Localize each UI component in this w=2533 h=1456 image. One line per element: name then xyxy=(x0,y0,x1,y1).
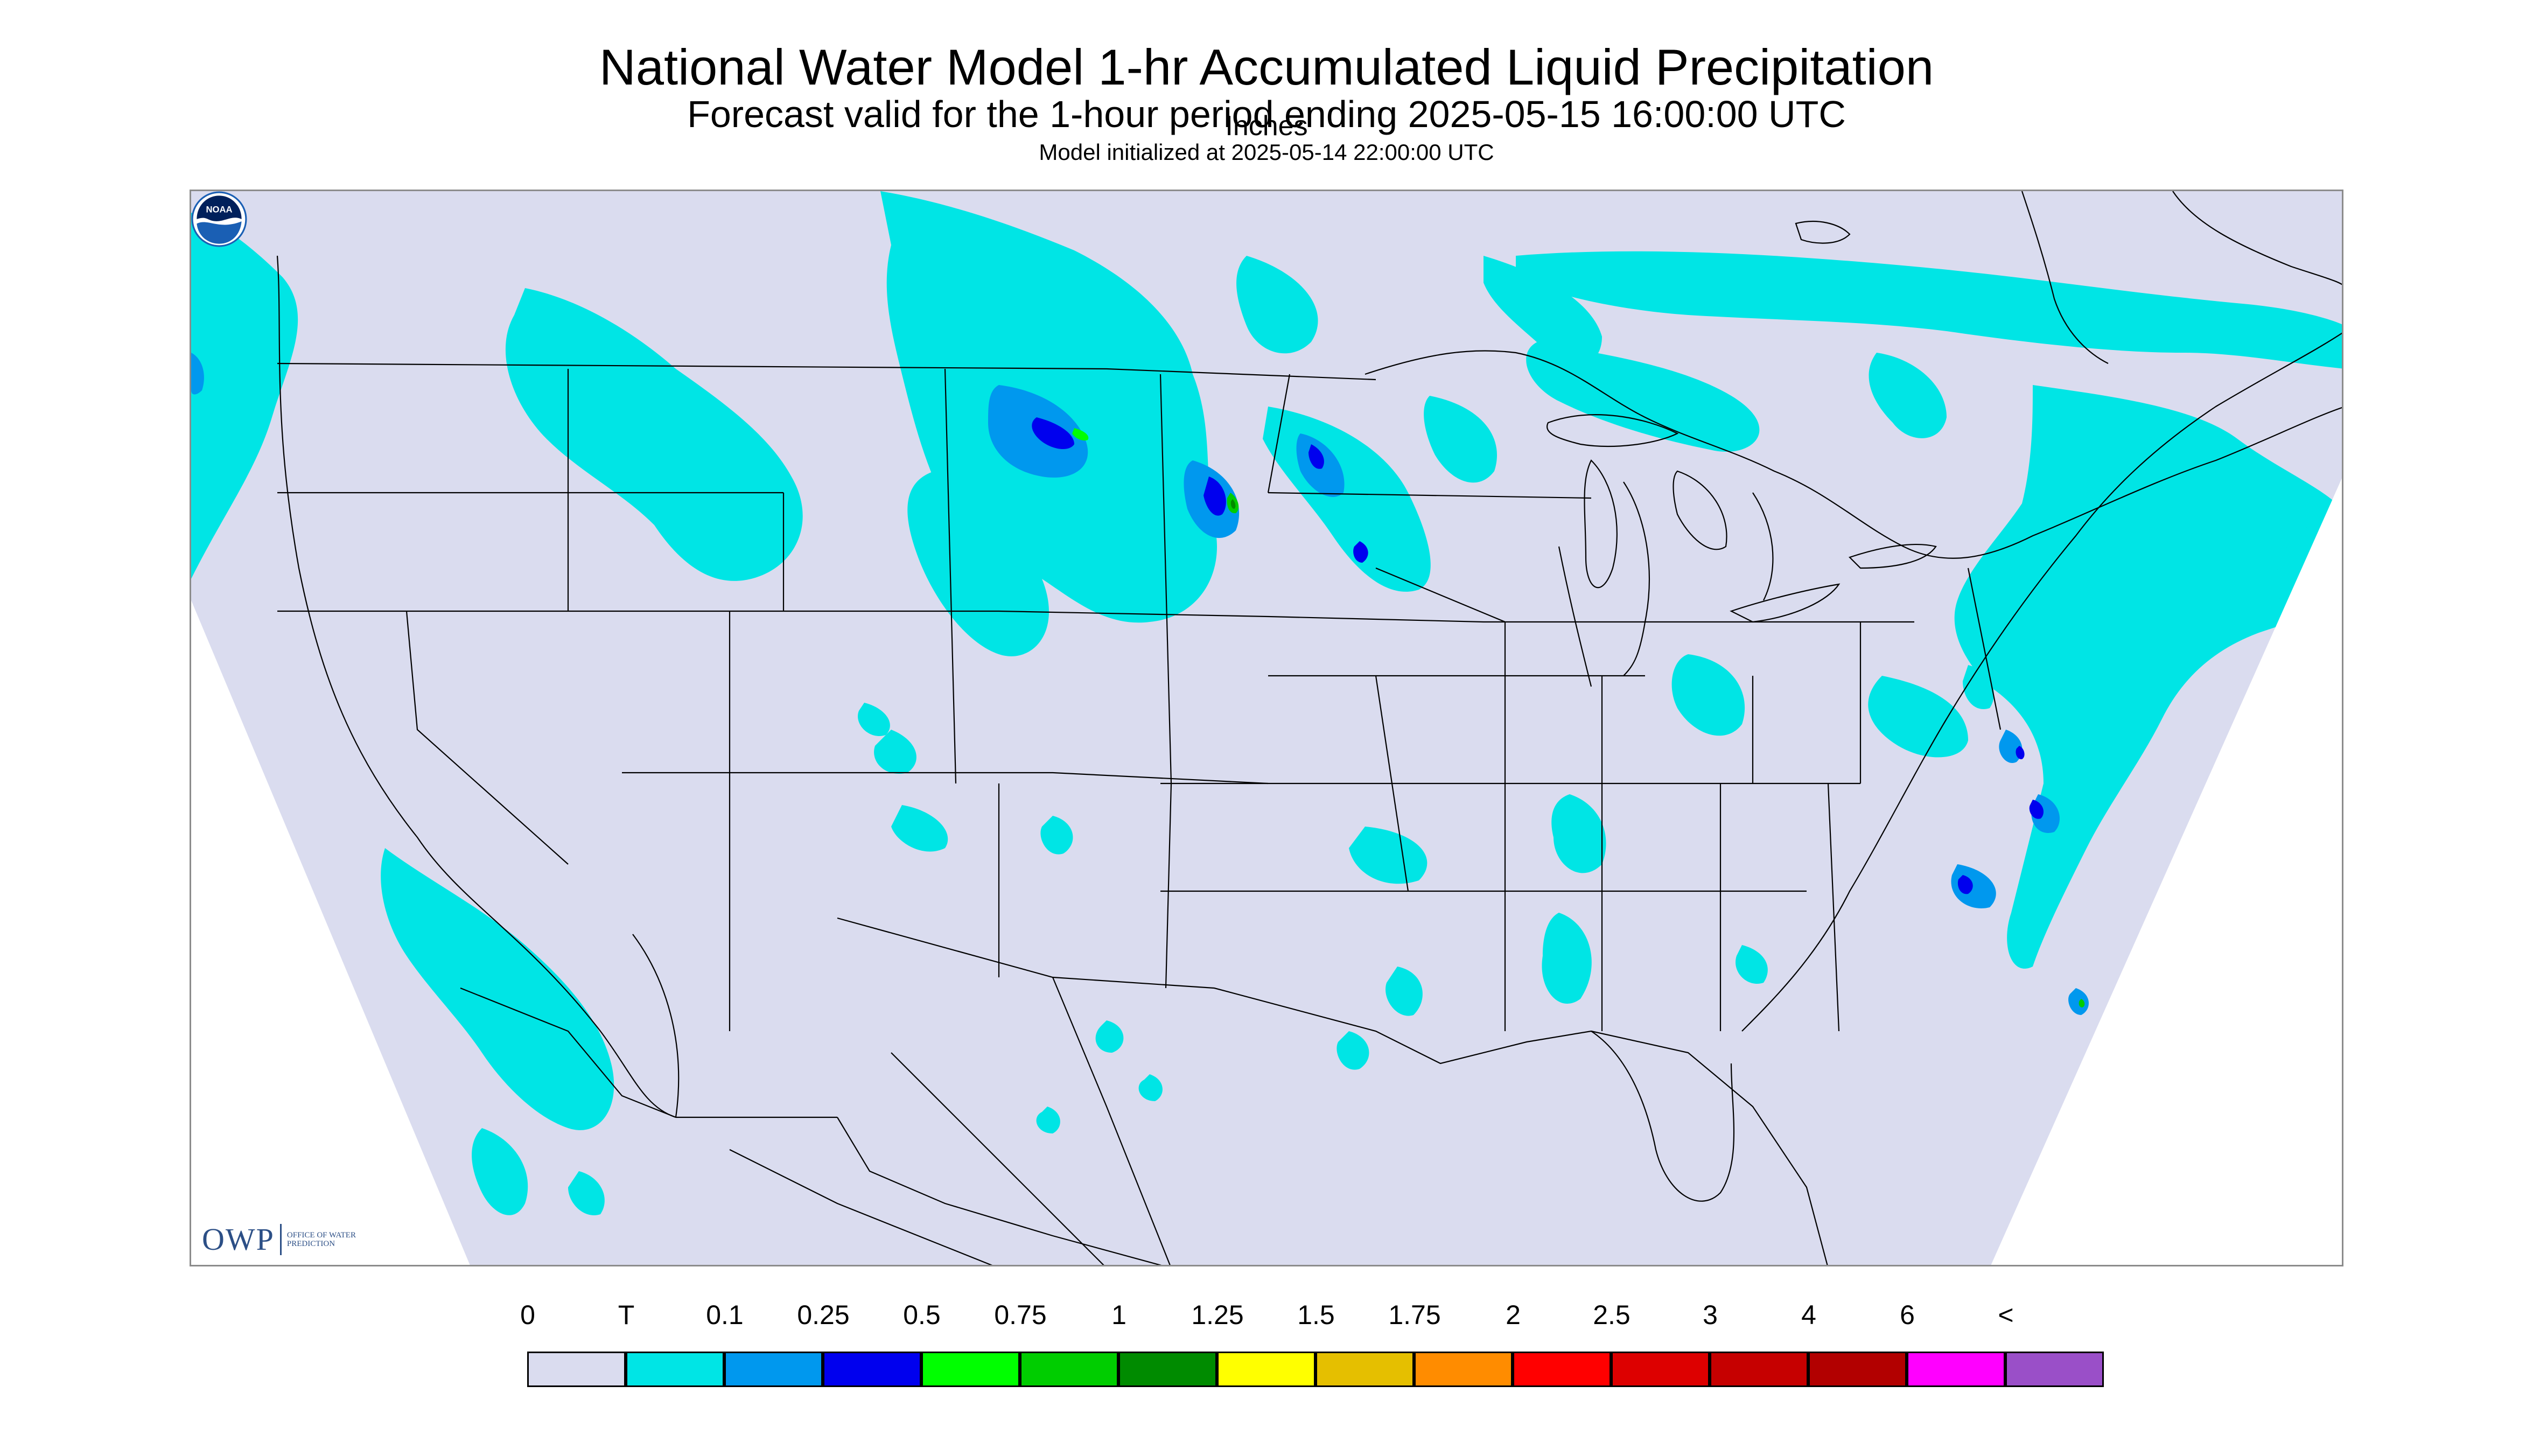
legend-swatch xyxy=(1020,1352,1118,1387)
legend-tick-label: < xyxy=(1998,1300,2014,1330)
legend-swatch xyxy=(1611,1352,1710,1387)
owp-logo-divider xyxy=(279,1223,282,1255)
legend-tick-label: T xyxy=(618,1300,635,1330)
legend-swatch xyxy=(2005,1352,2104,1387)
legend-tick-label: 0.75 xyxy=(994,1300,1047,1330)
legend-swatch xyxy=(921,1352,1020,1387)
legend-tick-label: 0.1 xyxy=(706,1300,744,1330)
legend-tick-label: 1 xyxy=(1111,1300,1126,1330)
political-boundaries xyxy=(276,255,2342,1265)
legend-tick-label: 1.5 xyxy=(1297,1300,1335,1330)
outside-domain-right xyxy=(1991,478,2342,1265)
legend-swatch xyxy=(1316,1352,1414,1387)
color-legend: 0 T 0.1 0.25 0.5 0.75 1 1.25 1.5 1.75 2 2.5 3 4 6 < xyxy=(0,1292,2533,1454)
legend-swatch xyxy=(1217,1352,1316,1387)
noaa-logo-word: NOAA xyxy=(206,205,233,215)
legend-swatch xyxy=(1118,1352,1217,1387)
legend-tick-label: 2.5 xyxy=(1593,1300,1631,1330)
legend-tick-label: 3 xyxy=(1703,1300,1718,1330)
legend-swatch xyxy=(823,1352,921,1387)
legend-swatch xyxy=(1907,1352,2005,1387)
map-subtitle: Forecast valid for the 1-hour period end… xyxy=(687,93,1846,135)
legend-swatch xyxy=(724,1352,823,1387)
legend-swatch xyxy=(1808,1352,1907,1387)
model-init-time: Model initialized at 2025-05-14 22:00:00… xyxy=(1039,139,1494,165)
legend-tick-label: 0.25 xyxy=(797,1300,850,1330)
legend-swatch xyxy=(1513,1352,1611,1387)
legend-tick-label: 0 xyxy=(520,1300,535,1330)
outside-domain-left xyxy=(191,600,470,1265)
legend-swatch xyxy=(527,1352,626,1387)
precipitation-map[interactable]: OWP OFFICE OF WATER PREDICTION NOAA xyxy=(190,190,2343,1266)
northern-coastline xyxy=(1795,191,2342,364)
legend-tick-label: 1.75 xyxy=(1388,1300,1441,1330)
great-lakes xyxy=(1547,414,1937,623)
precip-heavy-areas xyxy=(1072,428,2085,1007)
legend-units: Inches xyxy=(1225,110,1308,142)
legend-swatch xyxy=(1710,1352,1808,1387)
owp-logo-word: OWP xyxy=(202,1222,275,1257)
noaa-logo: NOAA xyxy=(191,191,247,247)
legend-swatch xyxy=(1414,1352,1513,1387)
legend-tick-label: 1.25 xyxy=(1191,1300,1244,1330)
map-title: National Water Model 1-hr Accumulated Li… xyxy=(599,39,1934,95)
legend-tick-label: 4 xyxy=(1801,1300,1816,1330)
map-canvas xyxy=(191,191,2342,1265)
precip-moderate-areas xyxy=(1032,417,2044,894)
legend-tick-label: 6 xyxy=(1900,1300,1915,1330)
legend-swatch xyxy=(626,1352,724,1387)
owp-logo: OWP OFFICE OF WATER PREDICTION xyxy=(202,1221,357,1257)
legend-tick-label: 2 xyxy=(1506,1300,1521,1330)
owp-logo-subtitle: OFFICE OF WATER PREDICTION xyxy=(286,1230,356,1248)
legend-tick-label: 0.5 xyxy=(903,1300,941,1330)
